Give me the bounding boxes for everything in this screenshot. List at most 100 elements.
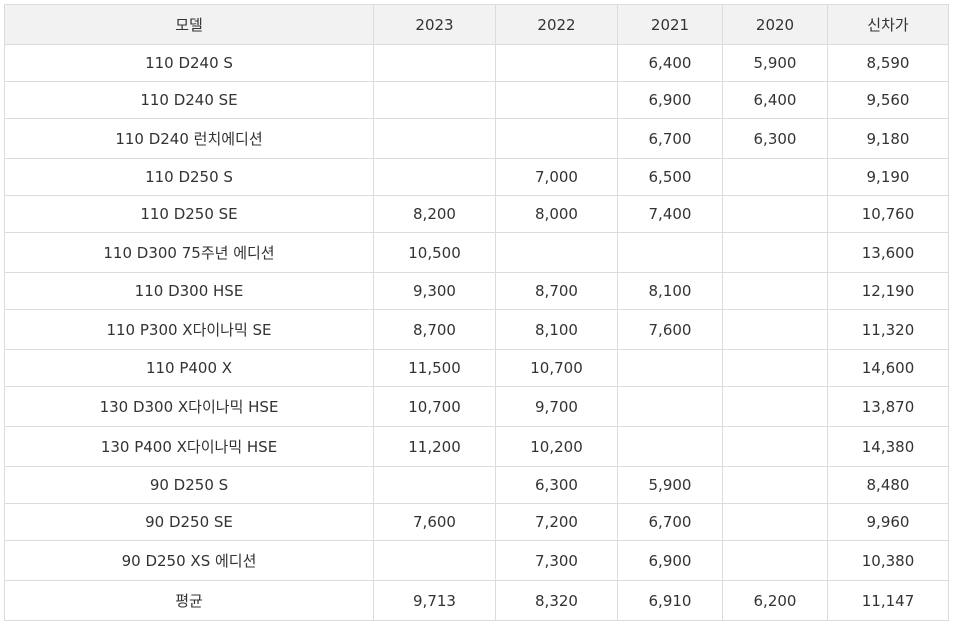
cell-new-price: 11,320 (827, 309, 949, 350)
average-row: 평균 9,713 8,320 6,910 6,200 11,147 (4, 580, 949, 621)
cell-2021: 6,700 (617, 503, 723, 541)
cell-new-price: 9,960 (827, 503, 949, 541)
cell-model: 90 D250 S (4, 466, 374, 504)
cell-model: 110 P400 X (4, 349, 374, 387)
cell-2020 (722, 158, 828, 196)
cell-2022: 8,700 (495, 272, 618, 310)
cell-model: 90 D250 XS 에디션 (4, 540, 374, 581)
cell-2021: 6,400 (617, 44, 723, 82)
cell-2021: 8,100 (617, 272, 723, 310)
cell-2023: 9,713 (373, 580, 496, 621)
cell-model: 110 P300 X다이나믹 SE (4, 309, 374, 350)
cell-2021: 6,910 (617, 580, 723, 621)
cell-2023: 10,700 (373, 386, 496, 427)
cell-2020: 6,200 (722, 580, 828, 621)
column-header-2020: 2020 (722, 4, 828, 45)
cell-2020 (722, 349, 828, 387)
cell-new-price: 14,380 (827, 426, 949, 467)
cell-new-price: 9,190 (827, 158, 949, 196)
cell-2022: 10,700 (495, 349, 618, 387)
table-row: 110 D300 HSE 9,300 8,700 8,100 12,190 (4, 272, 949, 310)
cell-model: 90 D250 SE (4, 503, 374, 541)
cell-model: 110 D240 SE (4, 81, 374, 119)
table-row: 130 D300 X다이나믹 HSE 10,700 9,700 13,870 (4, 386, 949, 427)
cell-2023: 11,200 (373, 426, 496, 467)
cell-new-price: 8,480 (827, 466, 949, 504)
cell-new-price: 9,560 (827, 81, 949, 119)
cell-new-price: 12,190 (827, 272, 949, 310)
table-row: 110 P300 X다이나믹 SE 8,700 8,100 7,600 11,320 (4, 309, 949, 350)
cell-2022: 8,320 (495, 580, 618, 621)
cell-new-price: 13,600 (827, 232, 949, 273)
column-header-model: 모델 (4, 4, 374, 45)
cell-2022 (495, 44, 618, 82)
column-header-2021: 2021 (617, 4, 723, 45)
cell-2020 (722, 195, 828, 233)
table-row: 110 D240 S 6,400 5,900 8,590 (4, 44, 949, 82)
cell-2023 (373, 158, 496, 196)
cell-model: 130 D300 X다이나믹 HSE (4, 386, 374, 427)
cell-model: 110 D300 75주년 에디션 (4, 232, 374, 273)
column-header-2023: 2023 (373, 4, 496, 45)
cell-2023: 8,700 (373, 309, 496, 350)
cell-2022: 7,300 (495, 540, 618, 581)
cell-new-price: 11,147 (827, 580, 949, 621)
cell-model: 110 D240 런치에디션 (4, 118, 374, 159)
table-row: 110 D300 75주년 에디션 10,500 13,600 (4, 232, 949, 273)
cell-2023 (373, 81, 496, 119)
header-row: 모델 2023 2022 2021 2020 신차가 (4, 4, 949, 45)
cell-model: 110 D250 S (4, 158, 374, 196)
cell-2022: 10,200 (495, 426, 618, 467)
table-row: 130 P400 X다이나믹 HSE 11,200 10,200 14,380 (4, 426, 949, 467)
cell-2022: 9,700 (495, 386, 618, 427)
table-row: 110 D250 S 7,000 6,500 9,190 (4, 158, 949, 196)
cell-2021: 7,400 (617, 195, 723, 233)
cell-2023 (373, 44, 496, 82)
cell-2022 (495, 232, 618, 273)
cell-2021: 5,900 (617, 466, 723, 504)
cell-model: 110 D250 SE (4, 195, 374, 233)
cell-2020 (722, 540, 828, 581)
table-row: 90 D250 SE 7,600 7,200 6,700 9,960 (4, 503, 949, 541)
table-row: 110 D240 런치에디션 6,700 6,300 9,180 (4, 118, 949, 159)
cell-2023 (373, 118, 496, 159)
cell-2020 (722, 272, 828, 310)
cell-2023: 7,600 (373, 503, 496, 541)
cell-model: 평균 (4, 580, 374, 621)
cell-2021: 7,600 (617, 309, 723, 350)
cell-2021 (617, 349, 723, 387)
cell-2021 (617, 386, 723, 427)
cell-2022 (495, 118, 618, 159)
cell-new-price: 8,590 (827, 44, 949, 82)
cell-new-price: 13,870 (827, 386, 949, 427)
table-row: 110 D240 SE 6,900 6,400 9,560 (4, 81, 949, 119)
cell-2022: 7,000 (495, 158, 618, 196)
column-header-new-price: 신차가 (827, 4, 949, 45)
cell-2020 (722, 232, 828, 273)
table-row: 90 D250 XS 에디션 7,300 6,900 10,380 (4, 540, 949, 581)
cell-2020 (722, 386, 828, 427)
cell-new-price: 10,760 (827, 195, 949, 233)
cell-new-price: 10,380 (827, 540, 949, 581)
cell-2020 (722, 466, 828, 504)
cell-2022: 7,200 (495, 503, 618, 541)
cell-new-price: 14,600 (827, 349, 949, 387)
cell-2020 (722, 426, 828, 467)
table-row: 110 D250 SE 8,200 8,000 7,400 10,760 (4, 195, 949, 233)
table-row: 110 P400 X 11,500 10,700 14,600 (4, 349, 949, 387)
cell-2022: 8,100 (495, 309, 618, 350)
cell-model: 130 P400 X다이나믹 HSE (4, 426, 374, 467)
cell-2020: 6,400 (722, 81, 828, 119)
cell-2021: 6,500 (617, 158, 723, 196)
cell-2023: 11,500 (373, 349, 496, 387)
cell-2020: 6,300 (722, 118, 828, 159)
price-table: 모델 2023 2022 2021 2020 신차가 110 D240 S 6,4… (4, 4, 949, 621)
cell-2021 (617, 232, 723, 273)
cell-2020 (722, 503, 828, 541)
cell-new-price: 9,180 (827, 118, 949, 159)
cell-2022 (495, 81, 618, 119)
cell-2023 (373, 466, 496, 504)
cell-2023 (373, 540, 496, 581)
cell-2021: 6,700 (617, 118, 723, 159)
cell-2020: 5,900 (722, 44, 828, 82)
